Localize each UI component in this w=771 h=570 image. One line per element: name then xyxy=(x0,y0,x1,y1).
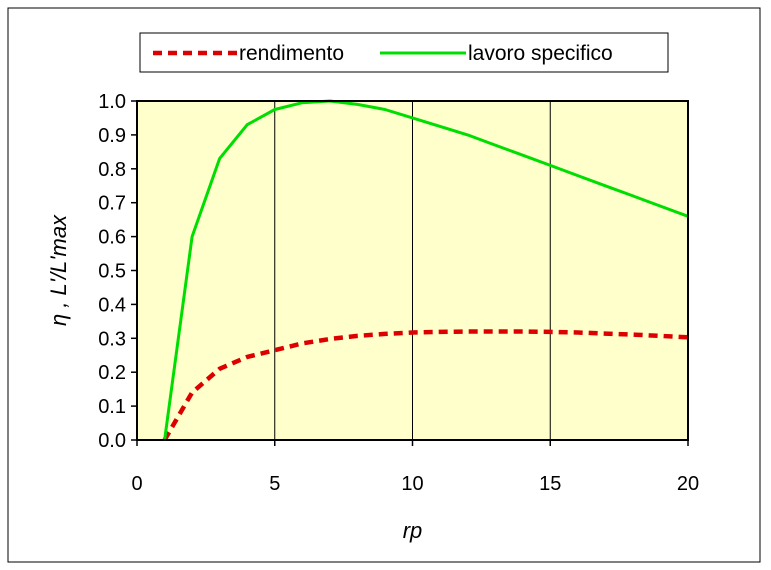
y-axis-title: η , L'/L'max xyxy=(46,214,71,326)
series-line-lavoro-specifico xyxy=(163,99,689,441)
x-tick-label: 15 xyxy=(539,473,561,495)
legend: rendimento lavoro specifico xyxy=(139,32,669,73)
series-line-rendimento xyxy=(162,329,689,442)
legend-label-lavoro-specifico: lavoro specifico xyxy=(468,42,613,65)
y-tick-label: 0.6 xyxy=(98,227,126,249)
series-layer xyxy=(162,99,689,442)
y-tick-label: 0.1 xyxy=(98,396,126,418)
x-axis-title: rp xyxy=(403,518,423,543)
y-tick-label: 0.3 xyxy=(98,328,126,350)
x-tick-label: 20 xyxy=(677,473,699,495)
y-tick-label: 0.9 xyxy=(98,125,126,147)
y-tick-label: 1.0 xyxy=(98,91,126,113)
x-tick-label: 5 xyxy=(269,473,280,495)
x-tick-label: 10 xyxy=(401,473,423,495)
y-tick-label: 0.0 xyxy=(98,430,126,452)
grid-lines xyxy=(274,101,551,440)
y-tick-label: 0.7 xyxy=(98,193,126,215)
axis-ticks: 0 5 10 15 20 0.0 0.1 0.2 0.3 0.4 0.5 0.6 0.7 0.8 0.9 1.… xyxy=(98,91,699,495)
x-tick-label: 0 xyxy=(131,473,142,495)
y-tick-label: 0.8 xyxy=(98,159,126,181)
legend-label-rendimento: rendimento xyxy=(239,42,344,65)
y-tick-label: 0.4 xyxy=(98,294,126,316)
y-tick-label: 0.2 xyxy=(98,362,126,384)
y-tick-label: 0.5 xyxy=(98,261,126,283)
